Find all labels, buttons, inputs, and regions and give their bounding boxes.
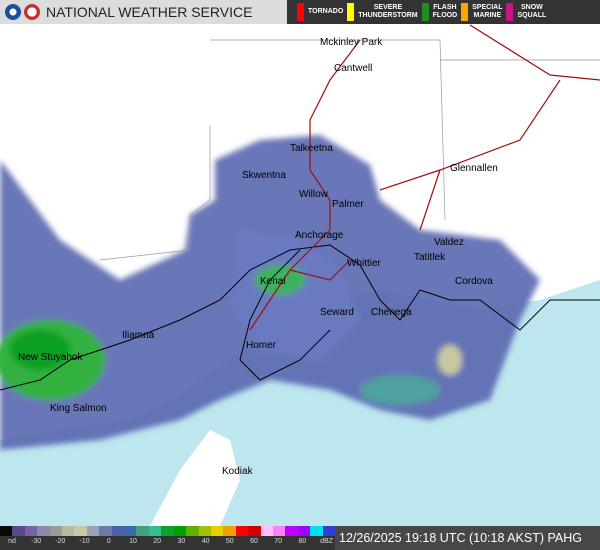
scale-swatch [210,526,224,536]
city-label: Valdez [434,237,464,248]
alert-label: SNOW SQUALL [517,4,547,19]
scale-tick: -10 [79,538,90,545]
city-label: Seward [320,307,354,318]
scale-swatch [86,526,100,536]
city-label: Cantwell [334,63,373,74]
scale-tick: 30 [177,538,186,545]
radar-echoes [0,135,540,450]
city-label: Skwentna [242,170,286,181]
scale-swatch [124,526,137,536]
alert-label: TORNADO [308,8,344,15]
borough-lines [99,39,600,261]
scale-swatch [12,526,25,536]
alert-swatch [461,3,469,21]
city-label: Kodiak [222,466,253,477]
nws-logo-icon [24,4,40,20]
alert-label: SPECIAL MARINE [472,4,503,19]
city-label: Mckinley Park [320,37,383,48]
scale-tick: 50 [225,538,234,545]
scale-swatch [310,526,323,536]
noaa-logo-icon [5,4,21,20]
scale-swatch [111,526,125,536]
footer: nd -30 -20 -10 0 10 20 30 40 50 60 70 80 dBZ 12/26/20… [0,526,600,550]
brand[interactable]: NATIONAL WEATHER SERVICE [0,0,287,24]
map-svg [0,24,600,526]
scale-swatch [260,526,273,536]
scale-swatch [297,526,311,536]
scale-swatch [74,526,87,536]
city-label: New Stuyahok [18,352,83,363]
city-label: King Salmon [50,403,107,414]
scale-swatch [49,526,63,536]
alert-type: SNOW SQUALL [506,2,546,22]
alert-label: FLASH FLOOD [432,4,458,19]
alert-swatch [421,3,429,21]
city-label: Homer [246,340,277,351]
city-label: Anchorage [295,230,344,241]
scale-tick: nd [8,538,16,545]
scale-tick: 70 [274,538,283,545]
scale-swatch [136,526,149,536]
alert-legend: TORNADO SEVERE THUNDERSTORM FLASH FLOOD SPE… [287,0,600,24]
scale-swatch [99,526,112,536]
city-label: Tatitlek [414,252,446,263]
scale-ticks: nd -30 -20 -10 0 10 20 30 40 50 60 70 80 dBZ [0,538,335,550]
scale-swatch [161,526,174,536]
kodiak-island [150,430,240,526]
alert-type: SEVERE THUNDERSTORM [347,2,418,22]
city-label: Willow [299,189,328,200]
coastline [0,244,600,391]
scale-tick: 60 [250,538,258,545]
alert-swatch [297,3,304,21]
city-label: Kenai [260,276,286,287]
scale-tick: 20 [153,538,162,545]
reflectivity-legend: nd -30 -20 -10 0 10 20 30 40 50 60 70 80 dBZ [0,526,335,550]
scale-tick: -20 [55,538,66,545]
city-label: Glennallen [450,163,498,174]
city-label: Iliamna [122,330,155,341]
scale-swatch [223,526,236,536]
city-label: Talkeetna [290,143,333,154]
city-label: Chenega [371,307,412,318]
color-scale [0,526,335,536]
scale-swatch [37,526,50,536]
alert-label: SEVERE THUNDERSTORM [358,4,418,19]
scale-tick: -30 [31,538,42,545]
alert-type: TORNADO [297,2,343,22]
scale-tick: 0 [106,538,111,545]
scale-swatch [272,526,286,536]
scale-tick: 40 [201,538,210,545]
scale-swatch [0,526,13,536]
scale-tick: 80 [298,538,307,545]
scale-swatch [62,526,75,536]
scale-swatch [24,526,38,536]
city-label: Whittier [347,258,381,269]
alert-type: FLASH FLOOD [421,2,458,22]
alert-swatch [506,3,514,21]
highways [249,24,600,331]
scale-swatch [198,526,211,536]
scale-swatch [186,526,199,536]
scale-tick: dBZ [320,538,334,545]
site-title: NATIONAL WEATHER SERVICE [46,4,253,20]
header: NATIONAL WEATHER SERVICE TORNADO SEVERE T… [0,0,600,24]
scale-swatch [322,526,335,536]
scale-swatch [285,526,298,536]
scale-swatch [248,526,261,536]
city-label: Palmer [332,199,364,210]
alert-swatch [347,3,355,21]
timestamp: 12/26/2025 19:18 UTC (10:18 AKST) PAHG [335,526,600,550]
scale-swatch [148,526,162,536]
scale-swatch [235,526,249,536]
alert-type: SPECIAL MARINE [461,2,502,22]
scale-swatch [173,526,187,536]
radar-map[interactable]: Mckinley Park Cantwell Talkeetna Skwentn… [0,0,600,526]
scale-tick: 10 [129,538,137,545]
city-label: Cordova [455,276,493,287]
